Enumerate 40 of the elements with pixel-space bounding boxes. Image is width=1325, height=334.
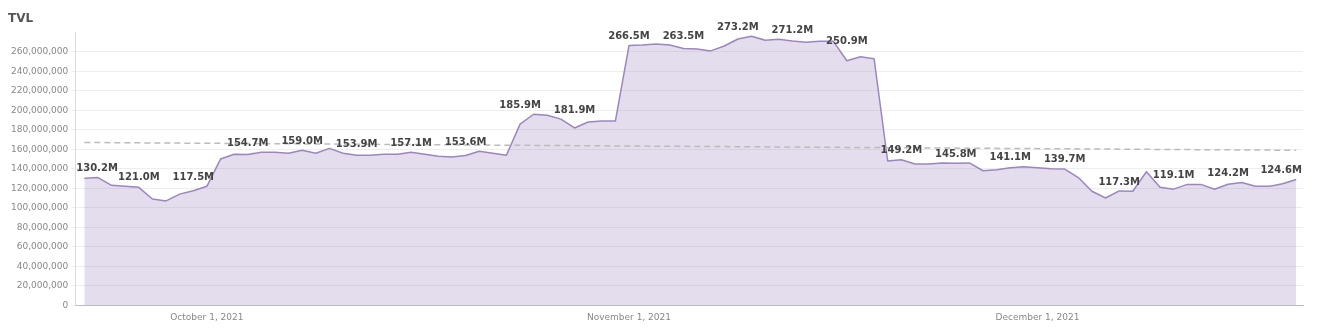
data-label: 121.0M — [118, 170, 160, 182]
data-label: 185.9M — [499, 98, 541, 110]
data-label: 263.5M — [662, 29, 705, 41]
data-label: 153.6M — [444, 135, 487, 147]
data-label: 141.1M — [989, 151, 1032, 163]
data-label: 271.2M — [771, 23, 814, 35]
data-label: 159.0M — [281, 134, 324, 146]
y-tick-label: 140,000,000 — [10, 163, 69, 174]
y-tick-label: 160,000,000 — [10, 143, 69, 154]
data-label: 124.6M — [1260, 164, 1303, 176]
y-tick-label: 20,000,000 — [16, 280, 69, 291]
y-tick-label: 200,000,000 — [10, 104, 69, 115]
y-tick-label: 260,000,000 — [10, 46, 69, 57]
data-label: 153.9M — [335, 137, 378, 149]
data-label: 149.2M — [880, 144, 923, 156]
data-label: 181.9M — [553, 103, 596, 115]
data-label: 157.1M — [390, 136, 432, 148]
chart-title: TVL — [8, 11, 34, 26]
y-tick-label: 40,000,000 — [16, 260, 69, 271]
y-tick-label: 100,000,000 — [10, 202, 69, 213]
data-label: 139.7M — [1043, 153, 1086, 165]
data-label: 130.2M — [76, 162, 118, 174]
x-tick-label: December 1, 2021 — [995, 311, 1080, 322]
y-tick-label: 60,000,000 — [16, 241, 69, 252]
y-tick-label: 180,000,000 — [10, 124, 69, 135]
data-label: 124.2M — [1207, 167, 1249, 179]
y-tick-label: 120,000,000 — [10, 182, 69, 193]
data-label: 119.1M — [1152, 168, 1195, 180]
x-tick-label: November 1, 2021 — [586, 311, 672, 322]
data-label: 250.9M — [826, 35, 868, 47]
y-tick-label: 220,000,000 — [10, 85, 69, 96]
data-label: 154.7M — [226, 136, 269, 148]
data-label: 145.8M — [934, 147, 977, 159]
data-label: 266.5M — [608, 29, 650, 41]
y-tick-label: 240,000,000 — [10, 65, 69, 76]
data-label: 117.3M — [1098, 175, 1141, 187]
y-tick-label: 80,000,000 — [16, 221, 69, 232]
x-tick-label: October 1, 2021 — [170, 311, 244, 322]
y-tick-label: 0 — [62, 299, 69, 310]
data-label: 273.2M — [717, 20, 759, 32]
